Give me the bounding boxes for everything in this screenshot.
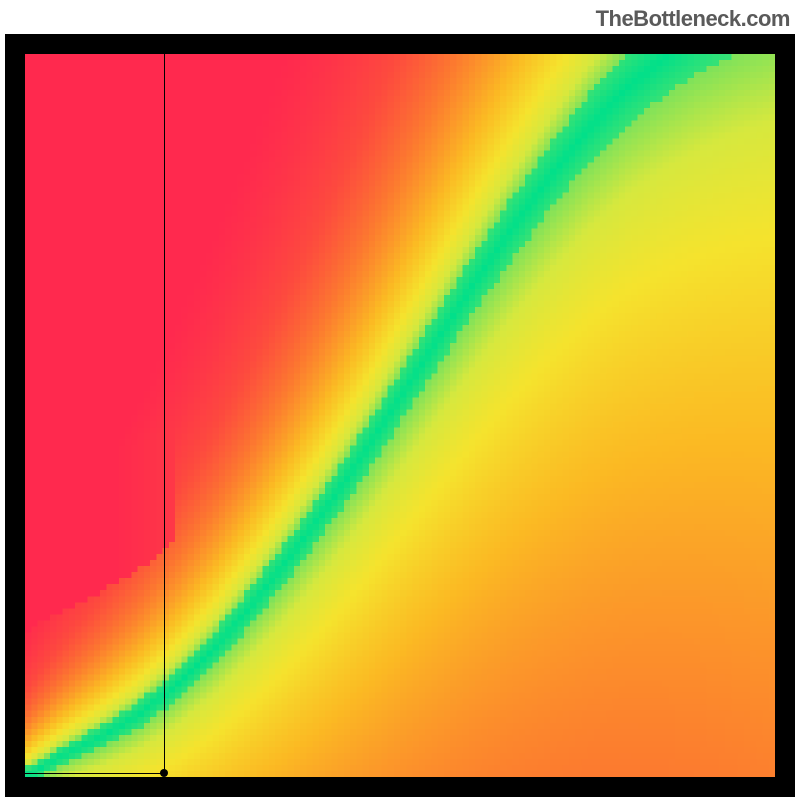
heatmap-frame [5, 34, 795, 797]
heatmap-canvas [25, 54, 775, 777]
heatmap-inner [25, 54, 775, 777]
watermark-text: TheBottleneck.com [596, 6, 790, 32]
